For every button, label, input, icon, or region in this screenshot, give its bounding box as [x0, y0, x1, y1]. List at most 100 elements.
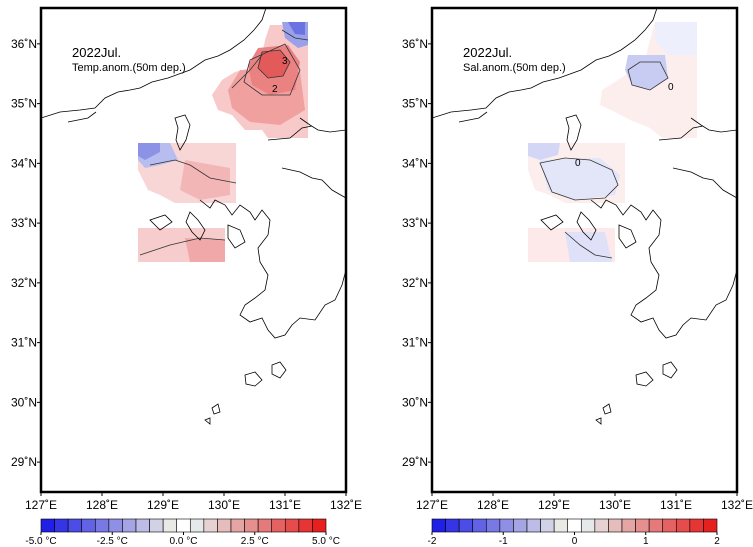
temp-lat-tick-label: 35˚N [11, 97, 37, 111]
sal-map-subtitle: Sal.anom.(50m dep.) [463, 62, 566, 74]
sal-colorbar-label: 1 [643, 536, 649, 547]
sal-contour-label-north: 0 [668, 82, 674, 93]
sal-colorbar-swatch [567, 518, 582, 533]
temp-lon-tick-label: 131˚E [269, 498, 301, 512]
temp-colorbar-label: -2.5 °C [97, 536, 128, 547]
sal-contour-label-west: 0 [575, 158, 581, 169]
temp-colorbar-swatch [54, 518, 69, 533]
temp-lon-tick-label: 128˚E [86, 498, 118, 512]
temp-contour-lines [139, 29, 309, 256]
sal-lat-tick-label: 35˚N [402, 97, 428, 111]
sal-lat-tick-label: 29˚N [402, 455, 428, 469]
temp-colorbar-swatch [189, 518, 205, 533]
sal-colorbar-swatch [689, 518, 704, 533]
temp-colorbar-label: -5.0 °C [25, 536, 56, 547]
temp-lon-tick-label: 129˚E [147, 498, 179, 512]
temp-colorbar-swatch [257, 518, 273, 533]
sal-colorbar-label: 2 [714, 536, 720, 547]
sal-colorbar-swatch [472, 518, 487, 533]
sal-colorbar-swatch [703, 518, 718, 533]
sal-colorbar-swatch [485, 518, 501, 533]
temp-colorbar-swatch [94, 518, 110, 533]
temp-colorbar-label: 2.5 °C [241, 536, 269, 547]
temp-colorbar-swatch [67, 518, 83, 533]
sal-colorbar-swatch [662, 518, 677, 533]
temp-lon-tick-label: 127˚E [25, 498, 57, 512]
sal-lat-tick-label: 31˚N [402, 336, 428, 350]
sal-colorbar-swatch [458, 518, 474, 533]
sal-contour-lines [539, 61, 669, 259]
temp-colorbar-swatch [176, 518, 191, 533]
sal-map-title: 2022Jul. [463, 45, 512, 60]
temp-colorbar-swatch [122, 518, 137, 533]
temp-colorbar-swatch [284, 518, 300, 533]
sal-colorbar-swatch [635, 518, 650, 533]
sal-axis-ticks: 127˚E 128˚E 129˚E 130˚E 131˚E 132˚E 36˚N 35˚N 34… [402, 37, 753, 512]
sal-lon-tick-label: 132˚E [721, 498, 753, 512]
temp-colorbar-swatch [81, 518, 96, 533]
sal-map-panel: 2022Jul. Sal.anom.(50m dep.) 0 0 127˚E 12… [402, 6, 753, 547]
temp-colorbar-swatch [312, 518, 327, 533]
sal-lat-tick-label: 34˚N [402, 156, 428, 170]
temp-colorbar-swatch [298, 518, 313, 533]
temp-lat-tick-label: 33˚N [11, 216, 37, 230]
temp-colorbar-swatch [271, 518, 286, 533]
sal-colorbar-swatch [608, 518, 623, 533]
temp-lat-tick-label: 36˚N [11, 37, 37, 51]
temp-colorbar-swatch [203, 518, 218, 533]
sal-colorbar-swatch [621, 518, 636, 533]
sal-colorbar-label: -2 [428, 536, 437, 547]
temp-lat-tick-label: 31˚N [11, 336, 37, 350]
sal-colorbar-label: 0 [572, 536, 578, 547]
sal-colorbar-swatch [594, 518, 609, 533]
temp-axis-ticks: 127˚E 128˚E 129˚E 130˚E 131˚E 132˚E 36˚N 35˚N 34… [11, 37, 362, 512]
sal-lon-tick-label: 130˚E [599, 498, 631, 512]
temp-colorbar: -5.0 °C -2.5 °C 0.0 °C 2.5 °C 5.0 °C [25, 518, 340, 547]
sal-colorbar-swatch [431, 518, 446, 533]
temp-map-title: 2022Jul. [72, 45, 121, 60]
sal-colorbar-swatch [513, 518, 528, 533]
temp-lon-tick-label: 130˚E [208, 498, 240, 512]
sal-lat-tick-label: 32˚N [402, 276, 428, 290]
sal-lon-tick-label: 128˚E [477, 498, 509, 512]
sal-colorbar-swatch [648, 518, 664, 533]
sal-colorbar-swatch [540, 518, 555, 533]
temp-map-subtitle: Temp.anom.(50m dep.) [72, 62, 186, 74]
sal-colorbar-swatch [526, 518, 541, 533]
temp-colorbar-swatch [149, 518, 164, 533]
temp-colorbar-swatch [108, 518, 123, 533]
temp-lat-tick-label: 32˚N [11, 276, 37, 290]
sal-map-frame [430, 6, 739, 494]
sal-lat-tick-label: 33˚N [402, 216, 428, 230]
temp-colorbar-swatch [40, 518, 55, 533]
sal-colorbar-swatch [580, 518, 596, 533]
temp-coastline [41, 8, 346, 425]
sal-colorbar-label: -1 [499, 536, 508, 547]
sal-coastline [432, 8, 737, 425]
sal-colorbar-swatch [675, 518, 691, 533]
temp-contour-label-2: 2 [272, 84, 278, 95]
temp-colorbar-label: 0.0 °C [170, 536, 198, 547]
sal-lon-tick-label: 129˚E [538, 498, 570, 512]
temp-lat-tick-label: 34˚N [11, 156, 37, 170]
temp-colorbar-swatch [217, 518, 232, 533]
temp-lat-tick-label: 29˚N [11, 455, 37, 469]
sal-anomaly-field [432, 8, 737, 425]
sal-lon-tick-label: 127˚E [416, 498, 448, 512]
sal-colorbar-swatch [499, 518, 514, 533]
temp-map-panel: 2022Jul. Temp.anom.(50m dep.) 3 2 127˚E 1… [11, 6, 362, 547]
sal-colorbar-swatch [445, 518, 460, 533]
temp-contour-label-3: 3 [282, 56, 288, 67]
temp-colorbar-swatch [244, 518, 259, 533]
temp-colorbar-swatch [162, 518, 178, 533]
sal-lon-tick-label: 131˚E [660, 498, 692, 512]
temp-lat-tick-label: 30˚N [11, 395, 37, 409]
temp-colorbar-swatch [230, 518, 245, 533]
sal-lat-tick-label: 36˚N [402, 37, 428, 51]
sal-colorbar-swatch [553, 518, 569, 533]
sal-colorbar: -2 -1 0 1 2 [428, 518, 720, 547]
sal-lat-tick-label: 30˚N [402, 395, 428, 409]
temp-map-frame [39, 6, 348, 494]
temp-colorbar-swatch [135, 518, 150, 533]
